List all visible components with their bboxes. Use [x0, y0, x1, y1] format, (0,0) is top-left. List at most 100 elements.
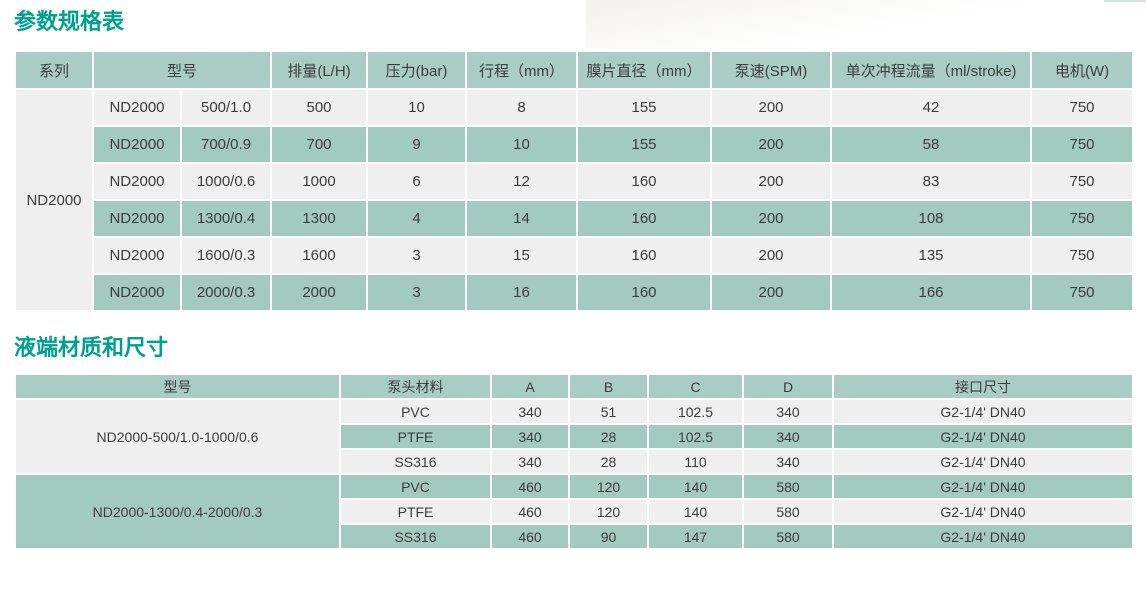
model-group-cell: ND2000-1300/0.4-2000/0.3 [14, 473, 341, 550]
dim-header-row: 型号 泵头材料 A B C D 接口尺寸 [14, 373, 1134, 400]
column-header-ml-per-stroke: 单次冲程流量（ml/stroke) [830, 50, 1033, 90]
cell-motor: 750 [1030, 162, 1135, 201]
cell-port: G2-1/4' DN40 [832, 423, 1134, 450]
spec-row: ND2000 700/0.9 700 9 10 155 200 58 750 [15, 125, 1135, 164]
column-header-material: 泵头材料 [339, 373, 492, 400]
cell-b: 120 [568, 473, 649, 500]
dim-row: ND2000-500/1.0-1000/0.6 PVC 340 51 102.5… [14, 398, 1134, 475]
cell-stroke: 8 [465, 88, 579, 127]
cell-c: 102.5 [647, 423, 744, 450]
spec-header-row: 系列 型号 排量(L/H) 压力(bar) 行程（mm） 膜片直径（mm） 泵速… [14, 50, 1135, 90]
column-header-stroke: 行程（mm） [465, 50, 579, 90]
cell-pressure: 10 [366, 88, 468, 127]
cell-c: 140 [647, 498, 744, 525]
cell-diaphragm: 160 [576, 236, 713, 275]
cell-pressure: 6 [366, 162, 468, 201]
cell-diaphragm: 160 [576, 162, 713, 201]
cell-stroke: 10 [465, 125, 579, 164]
spec-row: ND2000 1300/0.4 1300 4 14 160 200 108 75… [15, 199, 1135, 238]
spec-row: ND2000 ND2000 500/1.0 500 10 8 155 200 4… [14, 88, 1135, 312]
cell-model-suffix: 500/1.0 [179, 88, 273, 127]
cell-flow: 2000 [270, 273, 369, 312]
cell-stroke: 14 [465, 199, 579, 238]
cell-model-suffix: 1300/0.4 [179, 199, 273, 238]
dim-row: SS316 460 90 147 580 G2-1/4' DN40 [15, 523, 1134, 550]
cell-material: PTFE [339, 423, 492, 450]
cell-motor: 750 [1030, 88, 1135, 127]
cell-c: 140 [647, 473, 744, 500]
cell-model-suffix: 2000/0.3 [179, 273, 273, 312]
cell-model-suffix: 1000/0.6 [179, 162, 273, 201]
cell-ml-per-stroke: 108 [830, 199, 1033, 238]
cell-model-prefix: ND2000 [92, 162, 182, 201]
cell-model-prefix: ND2000 [92, 88, 182, 127]
cell-c: 110 [647, 448, 744, 475]
cell-pressure: 9 [366, 125, 468, 164]
cell-pressure: 3 [366, 273, 468, 312]
cell-model-prefix: ND2000 [92, 199, 182, 238]
cell-d: 580 [742, 473, 834, 500]
cell-flow: 1300 [270, 199, 369, 238]
cell-ml-per-stroke: 166 [830, 273, 1033, 312]
cell-spm: 200 [710, 199, 833, 238]
cell-a: 460 [490, 473, 570, 500]
cell-a: 340 [490, 398, 570, 425]
column-header-b: B [568, 373, 649, 400]
cell-spm: 200 [710, 88, 833, 127]
cell-a: 460 [490, 498, 570, 525]
cell-motor: 750 [1030, 125, 1135, 164]
cell-pressure: 4 [366, 199, 468, 238]
cell-port: G2-1/4' DN40 [832, 398, 1134, 425]
cell-flow: 1600 [270, 236, 369, 275]
cell-b: 120 [568, 498, 649, 525]
column-header-port: 接口尺寸 [832, 373, 1134, 400]
cell-b: 28 [568, 423, 649, 450]
cell-d: 580 [742, 498, 834, 525]
cell-motor: 750 [1030, 199, 1135, 238]
cell-model-prefix: ND2000 [92, 236, 182, 275]
cell-port: G2-1/4' DN40 [832, 498, 1134, 525]
cell-motor: 750 [1030, 273, 1135, 312]
cell-flow: 500 [270, 88, 369, 127]
column-header-diaphragm: 膜片直径（mm） [576, 50, 713, 90]
series-cell: ND2000 [14, 88, 94, 312]
cell-d: 340 [742, 448, 834, 475]
cell-diaphragm: 160 [576, 199, 713, 238]
cell-diaphragm: 155 [576, 88, 713, 127]
column-header-model: 型号 [14, 373, 341, 400]
column-header-d: D [742, 373, 834, 400]
cell-diaphragm: 155 [576, 125, 713, 164]
dim-row: PTFE 340 28 102.5 340 G2-1/4' DN40 [15, 423, 1134, 450]
cell-spm: 200 [710, 162, 833, 201]
column-header-c: C [647, 373, 744, 400]
cell-spm: 200 [710, 236, 833, 275]
cell-material: PVC [339, 398, 492, 425]
spec-row: ND2000 1600/0.3 1600 3 15 160 200 135 75… [15, 236, 1135, 275]
cell-stroke: 15 [465, 236, 579, 275]
spec-row: ND2000 1000/0.6 1000 6 12 160 200 83 750 [15, 162, 1135, 201]
dim-table-title: 液端材质和尺寸 [14, 335, 169, 360]
column-header-flow: 排量(L/H) [270, 50, 369, 90]
column-header-motor: 电机(W) [1030, 50, 1135, 90]
cell-ml-per-stroke: 42 [830, 88, 1033, 127]
column-header-spm: 泵速(SPM) [710, 50, 833, 90]
cell-port: G2-1/4' DN40 [832, 473, 1134, 500]
dimensions-table: 型号 泵头材料 A B C D 接口尺寸 ND2000-500/1.0-1000… [14, 373, 1134, 550]
background-texture [586, 0, 1146, 48]
cell-motor: 750 [1030, 236, 1135, 275]
cell-stroke: 12 [465, 162, 579, 201]
cell-b: 51 [568, 398, 649, 425]
cell-b: 28 [568, 448, 649, 475]
corner-accent [1104, 0, 1146, 2]
cell-port: G2-1/4' DN40 [832, 523, 1134, 550]
cell-a: 460 [490, 523, 570, 550]
cell-spm: 200 [710, 125, 833, 164]
dim-row: PTFE 460 120 140 580 G2-1/4' DN40 [15, 498, 1134, 525]
cell-model-suffix: 1600/0.3 [179, 236, 273, 275]
cell-c: 102.5 [647, 398, 744, 425]
cell-model-prefix: ND2000 [92, 273, 182, 312]
column-header-series: 系列 [14, 50, 94, 90]
column-header-model: 型号 [91, 50, 273, 90]
cell-material: PTFE [339, 498, 492, 525]
